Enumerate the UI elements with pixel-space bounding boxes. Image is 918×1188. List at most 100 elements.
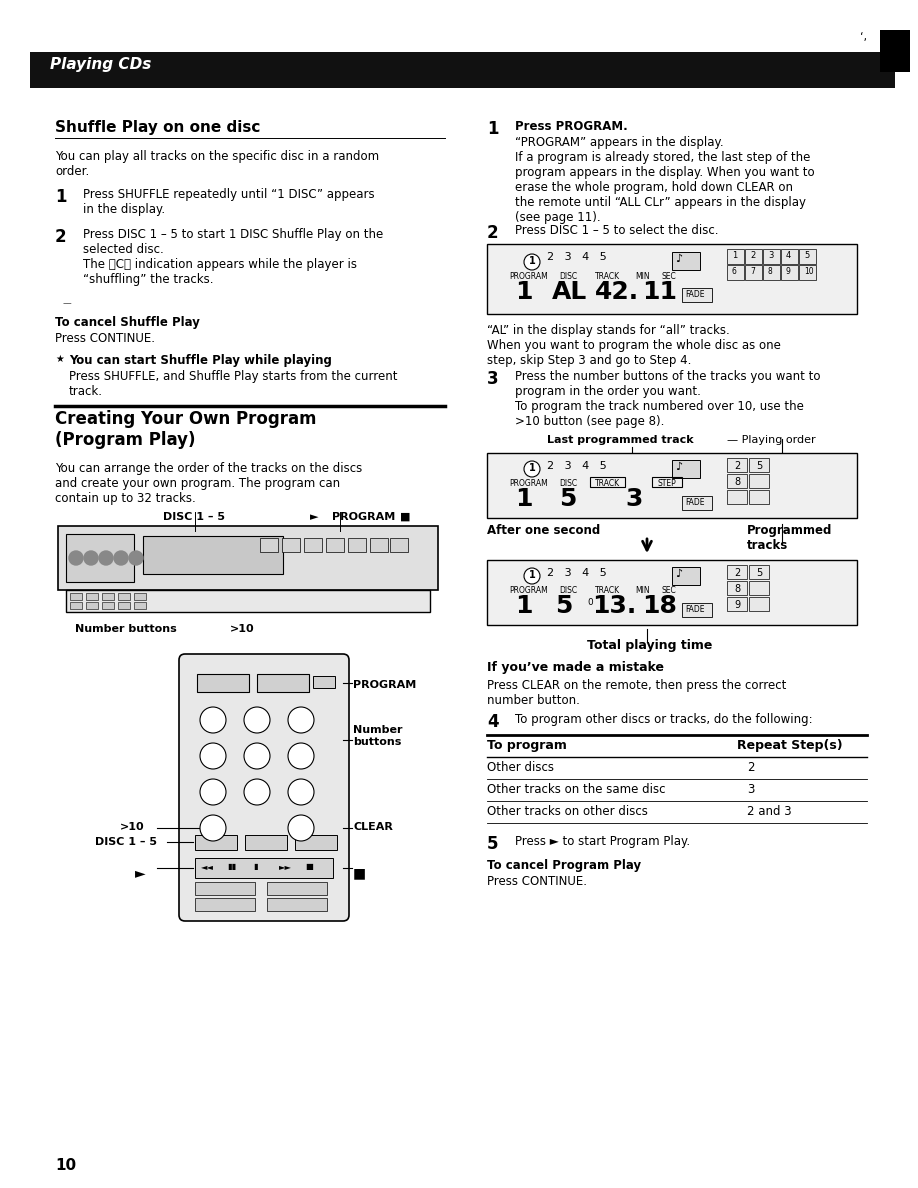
- Text: 5: 5: [555, 594, 573, 618]
- Bar: [745, 249, 762, 264]
- Bar: [763, 265, 780, 280]
- Bar: [295, 835, 337, 849]
- Bar: [749, 489, 769, 504]
- Bar: [880, 30, 910, 72]
- Text: 5: 5: [487, 835, 498, 853]
- Text: You can arrange the order of the tracks on the discs
and create your own program: You can arrange the order of the tracks …: [55, 462, 363, 505]
- Text: FADE: FADE: [685, 498, 704, 507]
- Bar: [304, 538, 322, 552]
- Text: 1: 1: [732, 251, 737, 260]
- Text: 11: 11: [642, 280, 677, 304]
- Bar: [799, 249, 816, 264]
- Text: 5: 5: [756, 568, 762, 579]
- Text: 5: 5: [559, 487, 577, 511]
- Text: ♪: ♪: [675, 462, 682, 472]
- Text: Last programmed track: Last programmed track: [547, 435, 694, 446]
- Text: ₀: ₀: [587, 594, 592, 608]
- Text: SEC: SEC: [662, 272, 677, 282]
- Text: 1: 1: [487, 120, 498, 138]
- Circle shape: [114, 551, 128, 565]
- Bar: [348, 538, 366, 552]
- FancyBboxPatch shape: [179, 655, 349, 921]
- Text: DISC 1 – 5: DISC 1 – 5: [95, 838, 157, 847]
- Bar: [195, 858, 333, 878]
- Bar: [390, 538, 408, 552]
- Circle shape: [244, 742, 270, 769]
- Text: TRACK: TRACK: [595, 272, 621, 282]
- Text: 18: 18: [642, 594, 677, 618]
- Bar: [143, 536, 283, 574]
- Text: After one second: After one second: [487, 524, 600, 537]
- Bar: [313, 676, 335, 688]
- Bar: [727, 265, 744, 280]
- Circle shape: [200, 779, 226, 805]
- Text: ▮: ▮: [253, 862, 258, 871]
- Text: 1: 1: [515, 280, 532, 304]
- Bar: [58, 526, 438, 590]
- Text: 3: 3: [747, 783, 755, 796]
- Bar: [749, 598, 769, 611]
- Bar: [727, 598, 747, 611]
- Bar: [195, 881, 255, 895]
- Text: Number
buttons: Number buttons: [353, 725, 402, 746]
- Text: — Playing order: — Playing order: [727, 435, 815, 446]
- Bar: [672, 460, 700, 478]
- Text: ––: ––: [63, 298, 73, 308]
- Text: 8: 8: [768, 267, 773, 276]
- Circle shape: [524, 461, 540, 478]
- Circle shape: [244, 779, 270, 805]
- Text: 2: 2: [734, 568, 740, 579]
- Text: 1: 1: [529, 570, 536, 580]
- Text: ▮▮: ▮▮: [227, 862, 236, 871]
- Text: PROGRAM: PROGRAM: [353, 680, 416, 690]
- Text: MIN: MIN: [635, 586, 650, 595]
- Bar: [487, 453, 857, 518]
- Text: >10: >10: [230, 624, 254, 634]
- Text: ■: ■: [305, 862, 313, 871]
- Text: 2: 2: [487, 225, 498, 242]
- Text: PROGRAM: PROGRAM: [509, 479, 548, 488]
- Text: 13.: 13.: [592, 594, 636, 618]
- Circle shape: [524, 254, 540, 270]
- Text: 6: 6: [732, 267, 737, 276]
- Text: >10: >10: [120, 822, 145, 832]
- Text: 9: 9: [786, 267, 791, 276]
- Text: Creating Your Own Program
(Program Play): Creating Your Own Program (Program Play): [55, 410, 317, 449]
- Text: Playing CDs: Playing CDs: [50, 57, 151, 72]
- Text: ‘,: ‘,: [860, 32, 868, 42]
- Bar: [682, 287, 712, 302]
- Bar: [66, 590, 430, 612]
- Circle shape: [288, 779, 314, 805]
- Text: 2   3   4   5: 2 3 4 5: [547, 568, 607, 579]
- Text: 5: 5: [804, 251, 810, 260]
- Text: ★: ★: [55, 354, 63, 364]
- Text: 2: 2: [750, 251, 756, 260]
- Text: 2: 2: [747, 762, 755, 775]
- Bar: [799, 265, 816, 280]
- Bar: [66, 533, 134, 582]
- Text: ►►: ►►: [279, 862, 292, 871]
- Bar: [749, 474, 769, 488]
- Bar: [682, 497, 712, 510]
- Text: DISC: DISC: [559, 272, 577, 282]
- Text: Press SHUFFLE repeatedly until “1 DISC” appears
in the display.: Press SHUFFLE repeatedly until “1 DISC” …: [83, 188, 375, 216]
- Bar: [134, 602, 146, 609]
- Text: ►: ►: [135, 866, 146, 880]
- Text: You can start Shuffle Play while playing: You can start Shuffle Play while playing: [69, 354, 332, 367]
- Text: 1: 1: [55, 188, 66, 206]
- Bar: [487, 560, 857, 625]
- Bar: [134, 593, 146, 600]
- Bar: [590, 478, 625, 487]
- Text: 3: 3: [487, 369, 498, 388]
- Text: 42.: 42.: [595, 280, 639, 304]
- Bar: [195, 835, 237, 849]
- Text: DISC 1 – 5: DISC 1 – 5: [163, 512, 225, 522]
- Bar: [749, 581, 769, 595]
- Text: Programmed
tracks: Programmed tracks: [747, 524, 833, 552]
- Text: 9: 9: [734, 600, 740, 609]
- Text: CLEAR: CLEAR: [353, 822, 393, 832]
- Circle shape: [129, 551, 143, 565]
- Bar: [727, 565, 747, 579]
- Bar: [197, 674, 249, 691]
- Text: To cancel Program Play: To cancel Program Play: [487, 859, 641, 872]
